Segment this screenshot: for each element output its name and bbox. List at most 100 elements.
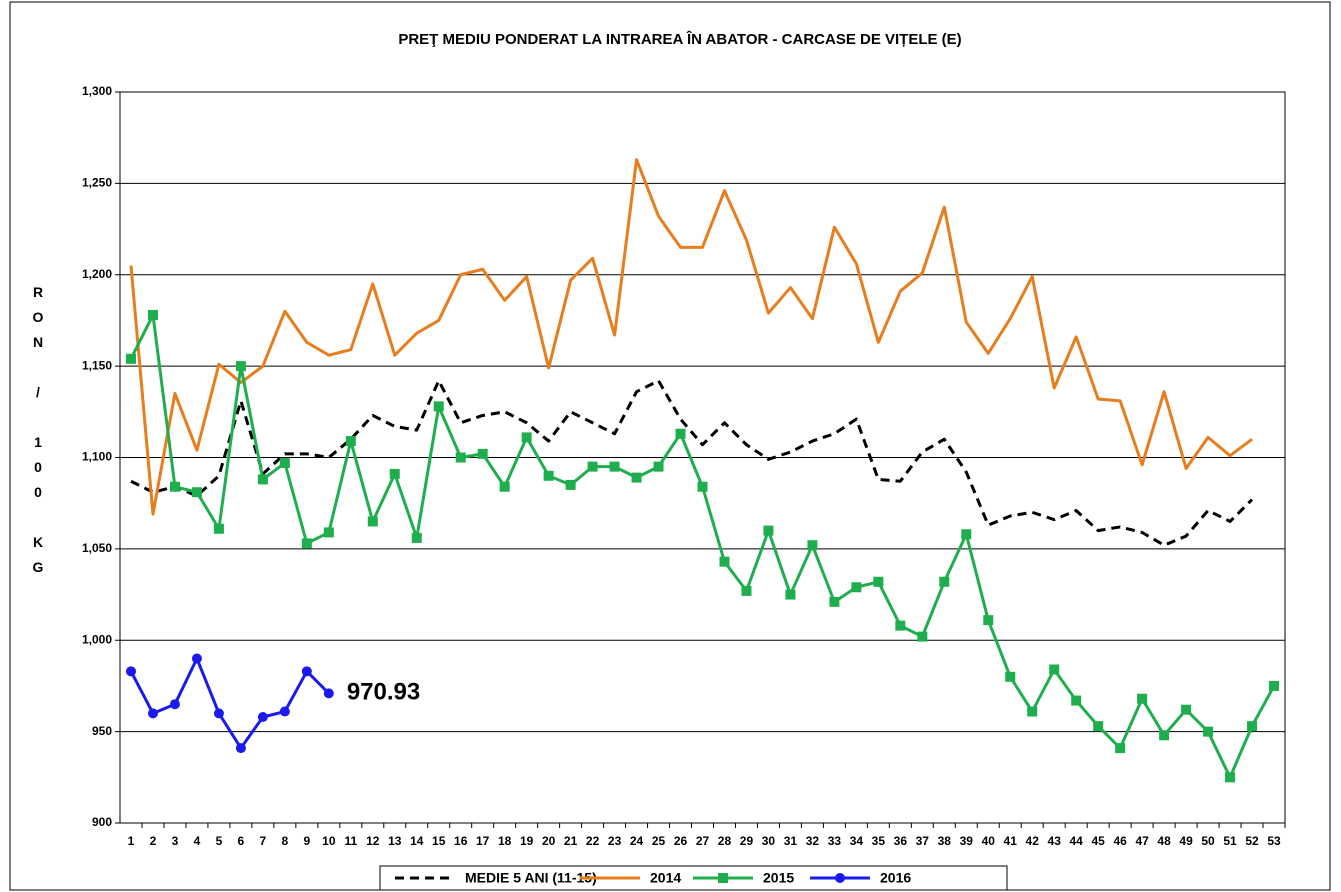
- point: [983, 615, 994, 626]
- legend-marker: [718, 873, 728, 883]
- point: [367, 516, 378, 527]
- x-tick-label: 49: [1179, 834, 1193, 848]
- x-tick-label: 43: [1048, 834, 1062, 848]
- point: [521, 432, 532, 443]
- point: [939, 576, 950, 587]
- point: [543, 470, 554, 481]
- x-tick-label: 14: [410, 834, 424, 848]
- point: [829, 596, 840, 607]
- x-tick-label: 53: [1267, 834, 1281, 848]
- point: [1159, 730, 1170, 741]
- point: [323, 527, 334, 538]
- point: [1093, 721, 1104, 732]
- point: [719, 556, 730, 567]
- x-tick-label: 7: [260, 834, 267, 848]
- x-tick-label: 6: [238, 834, 245, 848]
- point: [1181, 704, 1192, 715]
- x-tick-label: 10: [322, 834, 336, 848]
- point: [125, 666, 136, 677]
- x-tick-label: 17: [476, 834, 490, 848]
- x-tick-label: 37: [916, 834, 930, 848]
- point: [499, 481, 510, 492]
- x-tick-label: 33: [828, 834, 842, 848]
- y-axis-label: RON / 100 KG: [30, 284, 46, 584]
- chart-title: PREŢ MEDIU PONDERAT LA INTRAREA ÎN ABATO…: [398, 30, 961, 48]
- point: [763, 525, 774, 536]
- x-tick-label: 27: [696, 834, 710, 848]
- annotation: 970.93: [347, 679, 420, 706]
- y-tick-label: 1,000: [82, 632, 112, 646]
- y-tick-label: 1,250: [82, 176, 112, 190]
- point: [741, 585, 752, 596]
- point: [1115, 743, 1126, 754]
- x-tick-label: 34: [850, 834, 864, 848]
- y-tick-label: 1,300: [82, 84, 112, 98]
- x-tick-label: 9: [303, 834, 310, 848]
- x-tick-label: 5: [216, 834, 223, 848]
- x-tick-label: 25: [652, 834, 666, 848]
- point: [455, 452, 466, 463]
- x-tick-label: 52: [1245, 834, 1259, 848]
- point: [917, 631, 928, 642]
- point: [147, 708, 158, 719]
- legend-label: MEDIE 5 ANI (11-15): [465, 870, 597, 886]
- x-tick-label: 28: [718, 834, 732, 848]
- x-tick-label: 24: [630, 834, 644, 848]
- x-tick-label: 21: [564, 834, 578, 848]
- x-tick-label: 18: [498, 834, 512, 848]
- y-tick-label: 1,150: [82, 358, 112, 372]
- series-line: [130, 379, 1254, 547]
- x-tick-label: 48: [1157, 834, 1171, 848]
- point: [851, 582, 862, 593]
- point: [147, 309, 158, 320]
- point: [1071, 695, 1082, 706]
- y-tick-label: 1,200: [82, 267, 112, 281]
- point: [169, 699, 180, 710]
- point: [565, 479, 576, 490]
- x-tick-label: 46: [1113, 834, 1127, 848]
- point: [191, 487, 202, 498]
- point: [1269, 680, 1280, 691]
- x-tick-label: 26: [674, 834, 688, 848]
- point: [345, 436, 356, 447]
- x-tick-label: 1: [128, 834, 135, 848]
- x-tick-label: 23: [608, 834, 622, 848]
- x-tick-label: 50: [1201, 834, 1215, 848]
- point: [785, 589, 796, 600]
- x-tick-label: 41: [1004, 834, 1018, 848]
- x-tick-label: 11: [344, 834, 357, 848]
- point: [323, 688, 334, 699]
- point: [1005, 671, 1016, 682]
- point: [301, 666, 312, 677]
- point: [235, 361, 246, 372]
- x-tick-label: 36: [894, 834, 908, 848]
- x-tick-label: 29: [740, 834, 754, 848]
- x-tick-label: 13: [388, 834, 402, 848]
- y-tick-label: 1,050: [82, 541, 112, 555]
- point: [235, 743, 246, 754]
- x-tick-label: 30: [762, 834, 776, 848]
- x-tick-label: 47: [1135, 834, 1149, 848]
- point: [213, 708, 224, 719]
- legend-label: 2014: [650, 870, 681, 886]
- point: [587, 461, 598, 472]
- point: [609, 461, 620, 472]
- series-line: [129, 158, 1253, 516]
- x-tick-label: 45: [1091, 834, 1105, 848]
- point: [279, 457, 290, 468]
- point: [653, 461, 664, 472]
- x-tick-label: 31: [784, 834, 798, 848]
- point: [873, 576, 884, 587]
- point: [389, 468, 400, 479]
- y-tick-label: 900: [92, 815, 112, 829]
- point: [961, 529, 972, 540]
- x-tick-label: 19: [520, 834, 534, 848]
- point: [807, 540, 818, 551]
- point: [1247, 721, 1258, 732]
- x-tick-label: 35: [872, 834, 886, 848]
- x-tick-label: 2: [150, 834, 157, 848]
- point: [301, 538, 312, 549]
- series-line: [129, 657, 330, 750]
